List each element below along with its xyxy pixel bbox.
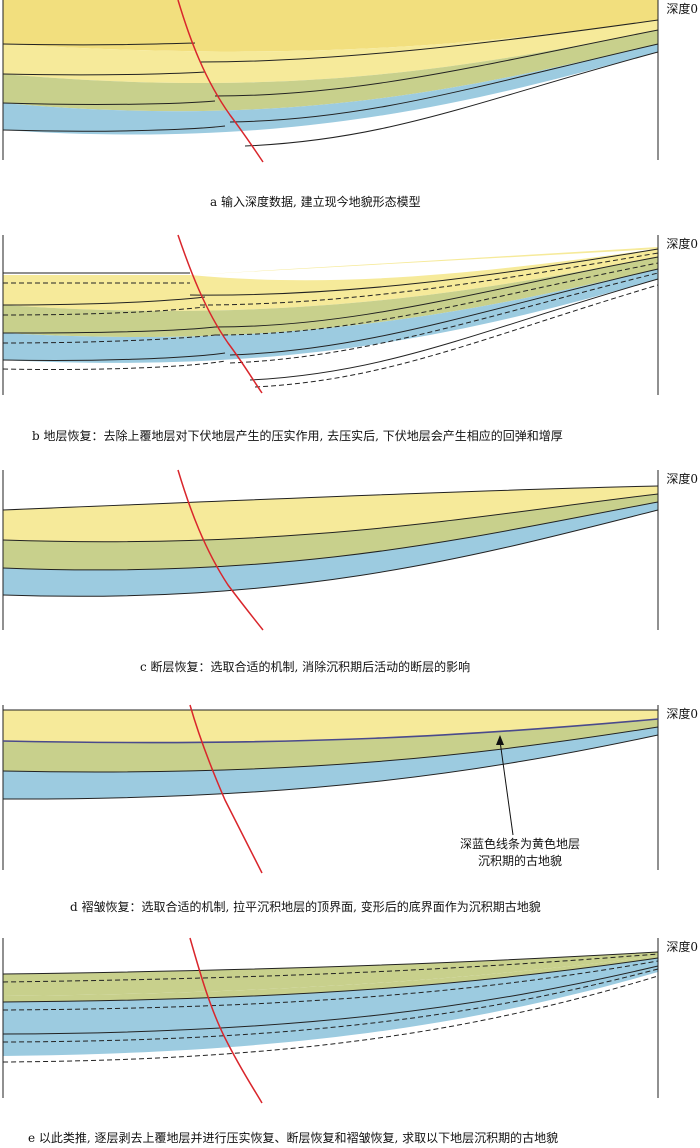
annotation-line2: 沉积期的古地貌 xyxy=(477,854,562,868)
depth-label-c: 深度0 xyxy=(666,472,698,486)
layer-blue xyxy=(3,44,658,135)
panel-a-diagram xyxy=(2,0,659,163)
fault-line xyxy=(189,704,263,874)
caption-e: e 以此类推, 逐层剥去上覆地层并进行压实恢复、断层恢复和褶皱恢复, 求取以下地… xyxy=(28,1131,559,1145)
caption-c: c 断层恢复：选取合适的机制, 消除沉积期后活动的断层的影响 xyxy=(140,660,471,674)
layer-yellow-bottom xyxy=(3,20,658,84)
layer-green xyxy=(3,30,658,112)
paleo-surface-line xyxy=(2,718,659,744)
panel-b: 深度0 b 地层恢复：去除上覆地层对下伏地层产生的压实作用, 去压实后, 下伏地… xyxy=(0,234,700,450)
panel-d: 深度0 深蓝色线条为黄色地层 沉积期的古地貌 d 褶皱恢复：选取合适的机制, 拉… xyxy=(0,704,700,920)
panel-c-diagram xyxy=(2,469,659,631)
panel-d-diagram xyxy=(2,704,659,874)
fault-line xyxy=(189,937,263,1104)
caption-b: b 地层恢复：去除上覆地层对下伏地层产生的压实作用, 去压实后, 下伏地层会产生… xyxy=(32,429,563,443)
depth-label-b: 深度0 xyxy=(666,237,698,251)
panel-c: 深度0 c 断层恢复：选取合适的机制, 消除沉积期后活动的断层的影响 xyxy=(0,469,700,680)
caption-d: d 褶皱恢复：选取合适的机制, 拉平沉积地层的顶界面, 变形后的底界面作为沉积期… xyxy=(70,900,541,914)
layer-yellow-top xyxy=(3,0,658,52)
panel-a: 深度0 a 输入深度数据, 建立现今地貌形态模型 xyxy=(0,0,700,215)
fault-line xyxy=(177,0,264,163)
caption-a: a 输入深度数据, 建立现今地貌形态模型 xyxy=(210,195,421,209)
panel-b-diagram xyxy=(2,234,659,395)
fault-line xyxy=(177,234,263,394)
depth-label-e: 深度0 xyxy=(666,940,698,954)
panel-e-diagram xyxy=(2,937,659,1104)
annotation-arrow xyxy=(496,735,514,836)
paleo-annotation: 深蓝色线条为黄色地层 沉积期的古地貌 xyxy=(445,836,595,870)
depth-label-d: 深度0 xyxy=(666,707,698,721)
panel-e: 深度0 e 以此类推, 逐层剥去上覆地层并进行压实恢复、断层恢复和褶皱恢复, 求… xyxy=(0,937,700,1148)
annotation-line1: 深蓝色线条为黄色地层 xyxy=(459,837,580,851)
depth-label-a: 深度0 xyxy=(666,2,698,16)
fault-line xyxy=(177,469,264,631)
